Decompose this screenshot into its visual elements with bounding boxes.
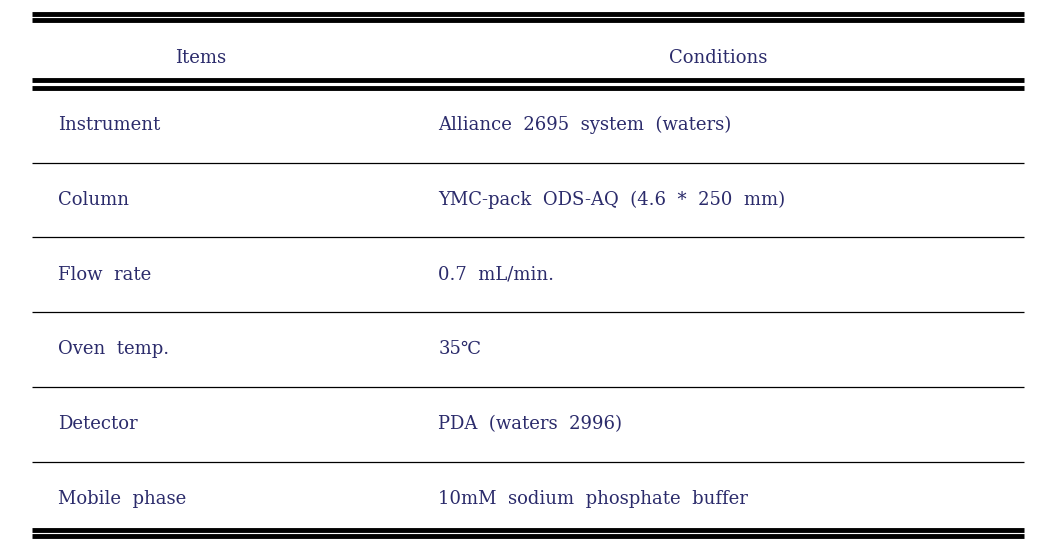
Text: 0.7  mL/min.: 0.7 mL/min. <box>438 266 554 284</box>
Text: Flow  rate: Flow rate <box>58 266 151 284</box>
Text: Column: Column <box>58 191 129 209</box>
Text: 35℃: 35℃ <box>438 340 482 359</box>
Text: Instrument: Instrument <box>58 117 161 134</box>
Text: Conditions: Conditions <box>668 49 768 67</box>
Text: PDA  (waters  2996): PDA (waters 2996) <box>438 415 622 433</box>
Text: YMC-pack  ODS-AQ  (4.6  *  250  mm): YMC-pack ODS-AQ (4.6 * 250 mm) <box>438 191 786 209</box>
Text: Alliance  2695  system  (waters): Alliance 2695 system (waters) <box>438 116 732 135</box>
Text: Items: Items <box>175 49 226 67</box>
Text: 10mM  sodium  phosphate  buffer: 10mM sodium phosphate buffer <box>438 490 748 508</box>
Text: Oven  temp.: Oven temp. <box>58 340 169 359</box>
Text: Mobile  phase: Mobile phase <box>58 490 186 508</box>
Text: Detector: Detector <box>58 415 137 433</box>
